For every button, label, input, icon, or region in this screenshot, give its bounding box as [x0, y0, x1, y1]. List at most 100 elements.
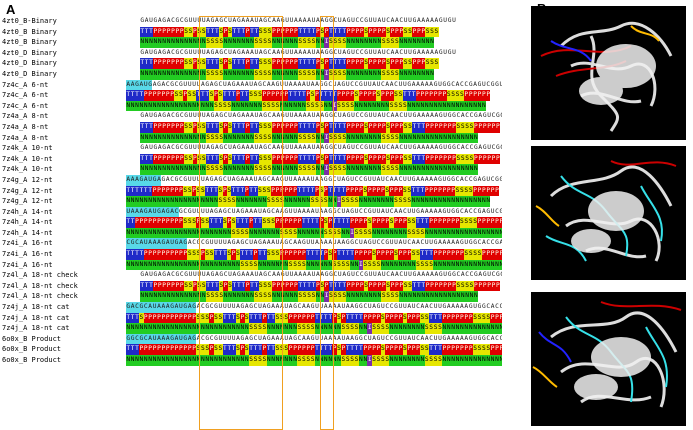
nucleotide-cell: U [486, 175, 491, 183]
nucleotide-cell: G [236, 144, 241, 152]
structure-cell: P [349, 217, 355, 228]
structure-cell: S [345, 323, 350, 334]
structure-cell: N [209, 355, 214, 366]
nucleotide-cell: G [324, 271, 329, 279]
nucleotide-cell: C [359, 17, 364, 24]
structure-cell: P [399, 26, 404, 38]
nucleotide-cell: A [232, 144, 237, 152]
structure-cell: P [377, 58, 382, 69]
structure-cell: P [350, 153, 356, 165]
structure-row: NNNNNNNNNNNNNNNNNNNNNNNNNNNNSSSSNNNNNNNS… [126, 323, 502, 334]
structure-cell: N [165, 100, 170, 112]
nucleotide-cell: G [474, 271, 478, 279]
structure-row: TTPPPPPPPPPPPSSSPSSTTTSPSTTTPTTSSSPPPPPP… [126, 217, 502, 228]
structure-cell: P [165, 217, 170, 228]
structure-cell: S [341, 323, 346, 334]
structure-cell: S [341, 132, 347, 144]
structure-cell: S [205, 312, 210, 324]
nucleotide-cell: C [473, 207, 477, 215]
nucleotide-cell: G [174, 175, 179, 183]
structure-cell: N [359, 37, 364, 48]
structure-cell: N [196, 323, 201, 334]
structure-cell: N [166, 291, 171, 303]
structure-cell: N [232, 132, 237, 144]
structure-cell: T [248, 312, 254, 324]
structure-cell: N [223, 37, 228, 48]
nucleotide-cell: A [377, 48, 382, 56]
structure-cell: S [275, 196, 280, 207]
nucleotide-cell: A [315, 17, 320, 24]
nucleotide-cell: A [377, 112, 382, 120]
structure-cell: P [284, 280, 290, 292]
structure-cell: S [219, 153, 224, 165]
structure-cell: P [482, 280, 487, 292]
structure-cell: N [442, 164, 448, 175]
structure-cell: N [183, 37, 189, 48]
structure-cell: N [415, 323, 421, 334]
structure-cell: P [157, 58, 162, 69]
structure-cell: P [270, 185, 276, 197]
structure-cell: P [306, 90, 311, 101]
nucleotide-cell: A [258, 175, 262, 183]
structure-cell: N [284, 323, 289, 334]
nucleotide-cell: G [452, 271, 456, 279]
structure-cell: P [279, 249, 285, 260]
structure-cell: N [183, 100, 188, 112]
structure-cell: S [472, 249, 478, 260]
nucleotide-cell: U [381, 175, 385, 183]
nucleotide-cell: U [254, 271, 259, 279]
structure-cell: S [183, 121, 189, 133]
structure-cell: N [293, 132, 299, 144]
structure-cell: P [297, 217, 302, 228]
structure-cell: P [276, 153, 281, 165]
structure-cell: P [468, 312, 473, 324]
nucleotide-cell: G [329, 17, 333, 24]
structure-cell: T [433, 344, 438, 355]
nucleotide-cell: U [381, 334, 385, 342]
structure-cell: T [319, 90, 324, 101]
nucleotide-cell: G [324, 112, 329, 120]
nucleotide-cell: U [373, 112, 377, 120]
structure-cell: N [486, 323, 491, 334]
nucleotide-cell: G [140, 144, 145, 152]
structure-cell: P [385, 217, 390, 228]
structure-cell: P [332, 344, 337, 355]
structure-cell: P [306, 344, 311, 355]
structure-cell: P [402, 249, 407, 260]
structure-cell: T [214, 58, 220, 69]
structure-row: NNNNNNNNNNNNNNNNNNNNNSSSSNNNNNNNSSSSNNNN… [126, 196, 502, 207]
nucleotide-cell: A [266, 239, 271, 247]
structure-cell: S [267, 280, 272, 292]
nucleotide-cell: G [477, 334, 482, 342]
nucleotide-cell: A [165, 175, 170, 183]
nucleotide-cell: U [249, 80, 253, 88]
structure-cell: P [292, 185, 298, 197]
structure-cell: S [188, 153, 193, 165]
structure-cell: P [447, 280, 452, 292]
structure-cell: P [271, 26, 277, 38]
structure-cell: N [227, 68, 233, 80]
structure-cell: N [175, 291, 180, 303]
sequence-row: CGCAUAAAGAUGAGACGCGUUUUAGAGCUAGAAAUAGCAA… [126, 238, 502, 250]
structure-cell: S [341, 68, 347, 80]
structure-cell: P [442, 153, 448, 165]
structure-cell: S [218, 344, 223, 355]
nucleotide-cell: A [280, 334, 284, 342]
nucleotide-cell: A [294, 271, 298, 279]
structure-cell: T [214, 153, 220, 165]
structure-cell: N [297, 196, 302, 207]
structure-cell: N [153, 132, 158, 144]
structure-cell: S [393, 196, 399, 207]
structure-cell: S [394, 37, 400, 48]
structure-cell: N [424, 227, 429, 239]
structure-cell: N [412, 37, 417, 48]
structure-cell: S [327, 249, 333, 260]
nucleotide-cell: U [218, 239, 223, 247]
nucleotide-cell: G [319, 80, 324, 88]
structure-cell: P [178, 217, 184, 228]
structure-cell: N [235, 355, 241, 366]
nucleotide-cell: U [149, 144, 153, 152]
nucleotide-cell: C [486, 80, 491, 88]
structure-cell: S [244, 227, 249, 239]
structure-cell: P [367, 344, 372, 355]
